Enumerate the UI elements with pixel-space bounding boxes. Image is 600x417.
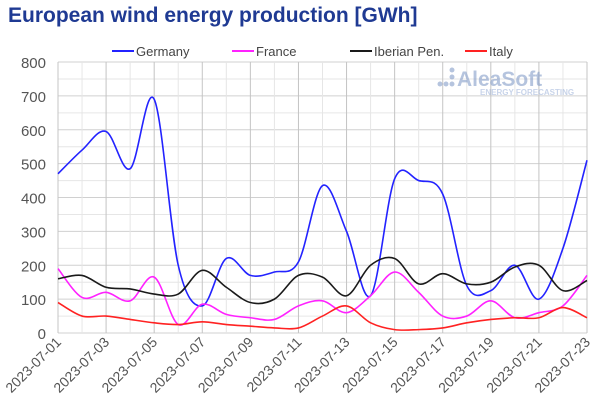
aleasoft-watermark: AleaSoft ENERGY FORECASTING — [437, 67, 574, 97]
legend-label: Italy — [489, 44, 513, 59]
y-tick-label: 300 — [21, 224, 46, 241]
series-line-iberian-pen — [57, 256, 588, 305]
watermark-brand: AleaSoft — [457, 68, 542, 91]
legend-label: Germany — [136, 44, 190, 59]
series-line-germany — [57, 96, 588, 307]
chart-title: European wind energy production [GWh] — [8, 4, 418, 27]
watermark-tagline: ENERGY FORECASTING — [480, 88, 574, 97]
y-tick-label: 0 — [38, 326, 46, 343]
grid — [57, 61, 588, 334]
legend-label: France — [256, 44, 296, 59]
y-axis: 0 100 200 300 400 500 600 700 800 — [21, 55, 46, 343]
legend-label: Iberian Pen. — [374, 44, 444, 59]
y-tick-label: 200 — [21, 258, 46, 275]
y-tick-label: 600 — [21, 123, 46, 140]
y-tick-label: 800 — [21, 55, 46, 72]
y-tick-label: 400 — [21, 191, 46, 208]
series-line-italy — [57, 301, 588, 331]
legend: Germany France Iberian Pen. Italy — [112, 44, 513, 59]
x-axis: 2023-07-012023-07-032023-07-052023-07-07… — [2, 334, 593, 396]
y-tick-label: 700 — [21, 89, 46, 106]
series-lines — [57, 96, 588, 331]
y-tick-label: 100 — [21, 292, 46, 309]
y-tick-label: 500 — [21, 157, 46, 174]
series-line-france — [57, 268, 588, 326]
